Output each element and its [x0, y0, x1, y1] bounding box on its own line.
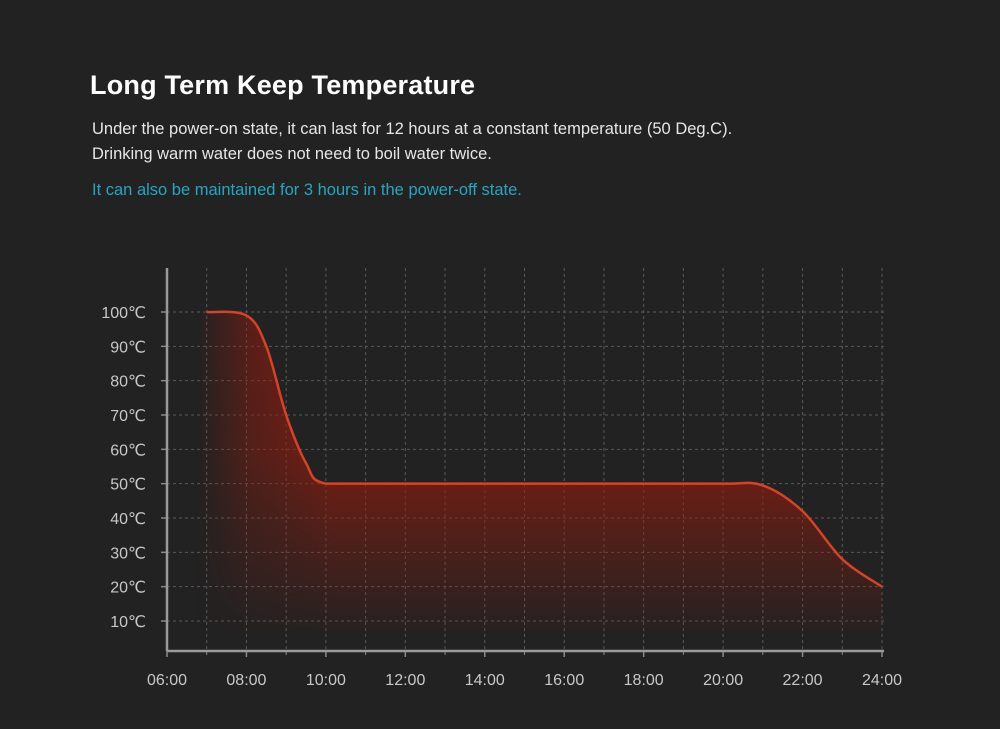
area-layer [196, 310, 883, 631]
power-off-note: It can also be maintained for 3 hours in… [92, 181, 522, 199]
x-tick-label: 24:00 [862, 672, 902, 689]
page-title: Long Term Keep Temperature [90, 70, 476, 100]
y-tick-label: 50℃ [110, 477, 146, 494]
y-tick-label: 20℃ [110, 580, 146, 597]
y-tick-label: 100℃ [101, 305, 146, 322]
x-tick-label: 20:00 [703, 672, 743, 689]
temperature-area [196, 311, 882, 631]
x-tick-label: 16:00 [544, 672, 584, 689]
tick-labels: 100℃ 90℃ 80℃ 70℃ 60℃ 50℃ 40℃ 30℃ 20℃ 10℃ 06:00 08:0… [101, 305, 902, 689]
x-tick-label: 08:00 [226, 672, 266, 689]
y-tick-label: 30℃ [110, 545, 146, 562]
y-tick-label: 10℃ [110, 614, 146, 631]
x-tick-label: 22:00 [783, 672, 823, 689]
x-tick-label: 14:00 [465, 672, 505, 689]
y-tick-label: 70℃ [110, 408, 146, 425]
area-fill-group [196, 311, 882, 631]
x-tick-label: 10:00 [306, 672, 346, 689]
x-tick-label: 06:00 [147, 672, 187, 689]
x-tick-label: 12:00 [385, 672, 425, 689]
description: Under the power-on state, it can last fo… [92, 117, 732, 167]
axes [161, 268, 884, 657]
y-tick-label: 90℃ [110, 339, 146, 356]
description-line-1: Under the power-on state, it can last fo… [92, 120, 733, 138]
y-tick-label: 60℃ [110, 442, 146, 459]
temperature-line [206, 310, 883, 588]
y-tick-label: 80℃ [110, 374, 146, 391]
description-line-2: Drinking warm water does not need to boi… [92, 145, 492, 163]
y-tick-label: 40℃ [110, 511, 146, 528]
x-tick-label: 18:00 [624, 672, 664, 689]
